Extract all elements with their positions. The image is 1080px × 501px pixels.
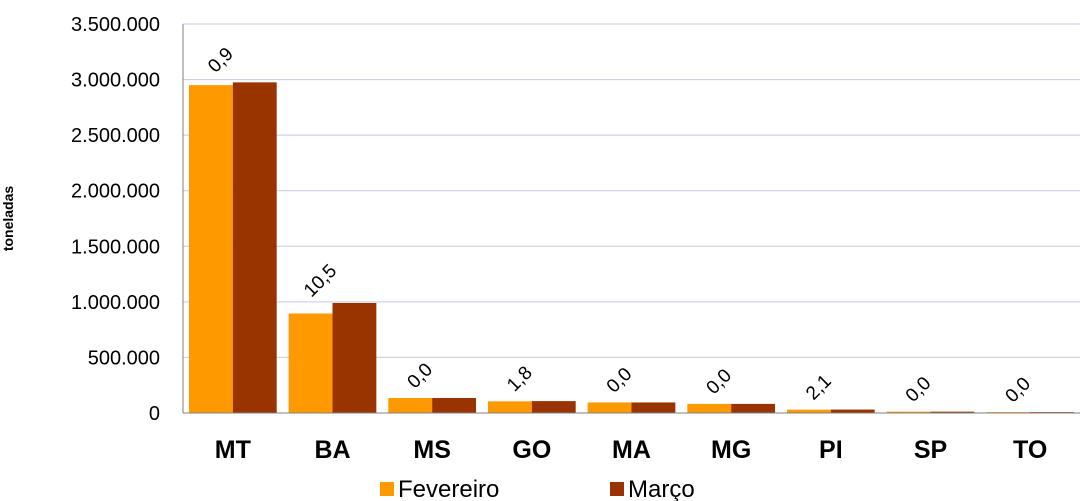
bar-mg-marco <box>731 403 776 413</box>
x-category-label: MS <box>413 436 451 464</box>
x-category-label: BA <box>314 436 350 464</box>
bar-mg-fevereiro <box>687 403 732 413</box>
legend-label: Março <box>628 476 695 501</box>
bar-ms-fevereiro <box>388 397 433 413</box>
x-category-label: SP <box>914 436 947 464</box>
x-category-label: MT <box>215 436 251 464</box>
y-axis-label: toneladas <box>0 186 16 252</box>
bar-pi-fevereiro <box>786 409 831 413</box>
data-label: 0,0 <box>1002 373 1036 407</box>
bar-ma-fevereiro <box>587 402 632 413</box>
data-label: 1,8 <box>503 362 537 396</box>
bar-mt-marco <box>232 82 277 413</box>
legend-swatch-fevereiro <box>380 482 394 496</box>
bar-go-fevereiro <box>487 401 532 413</box>
x-category-label: MG <box>711 436 751 464</box>
data-label: 0,0 <box>603 364 637 398</box>
data-label: 0,9 <box>204 44 238 78</box>
y-tick-label: 2.500.000 <box>71 125 160 147</box>
bar-ms-marco <box>432 397 477 413</box>
bar-sp-marco <box>930 411 975 413</box>
y-tick-label: 2.000.000 <box>71 181 160 203</box>
data-label: 0,0 <box>703 365 737 399</box>
gridlines <box>183 23 1080 358</box>
x-category-label: GO <box>512 436 551 464</box>
legend: Fevereiro Março <box>380 476 695 501</box>
y-tick-label: 1.000.000 <box>71 292 160 314</box>
bar-go-marco <box>531 401 576 413</box>
x-category-labels: MT BA MS GO MA MG PI SP TO <box>215 436 1048 464</box>
y-tick-labels: 0 500.000 1.000.000 1.500.000 2.000.000 2.500… <box>71 14 160 425</box>
legend-swatch-marco <box>610 482 624 496</box>
x-category-label: MA <box>612 436 651 464</box>
bar-ma-marco <box>631 402 676 413</box>
y-tick-label: 3.500.000 <box>71 14 160 36</box>
x-category-label: TO <box>1013 436 1047 464</box>
data-label: 10,5 <box>300 261 341 302</box>
y-tick-label: 0 <box>149 403 160 425</box>
y-tick-label: 1.500.000 <box>71 236 160 258</box>
bar-mt-fevereiro <box>188 85 233 413</box>
data-label: 0,0 <box>902 373 936 407</box>
legend-label: Fevereiro <box>398 476 499 501</box>
x-category-label: PI <box>819 436 843 464</box>
bar-pi-marco <box>830 409 875 413</box>
bar-sp-fevereiro <box>886 411 931 413</box>
y-tick-label: 500.000 <box>88 347 160 369</box>
data-label: 0,0 <box>404 359 438 393</box>
bar-ba-fevereiro <box>288 313 333 413</box>
bars <box>188 82 1075 413</box>
bar-ba-marco <box>332 302 377 413</box>
y-tick-label: 3.000.000 <box>71 70 160 92</box>
data-label: 2,1 <box>802 371 836 405</box>
